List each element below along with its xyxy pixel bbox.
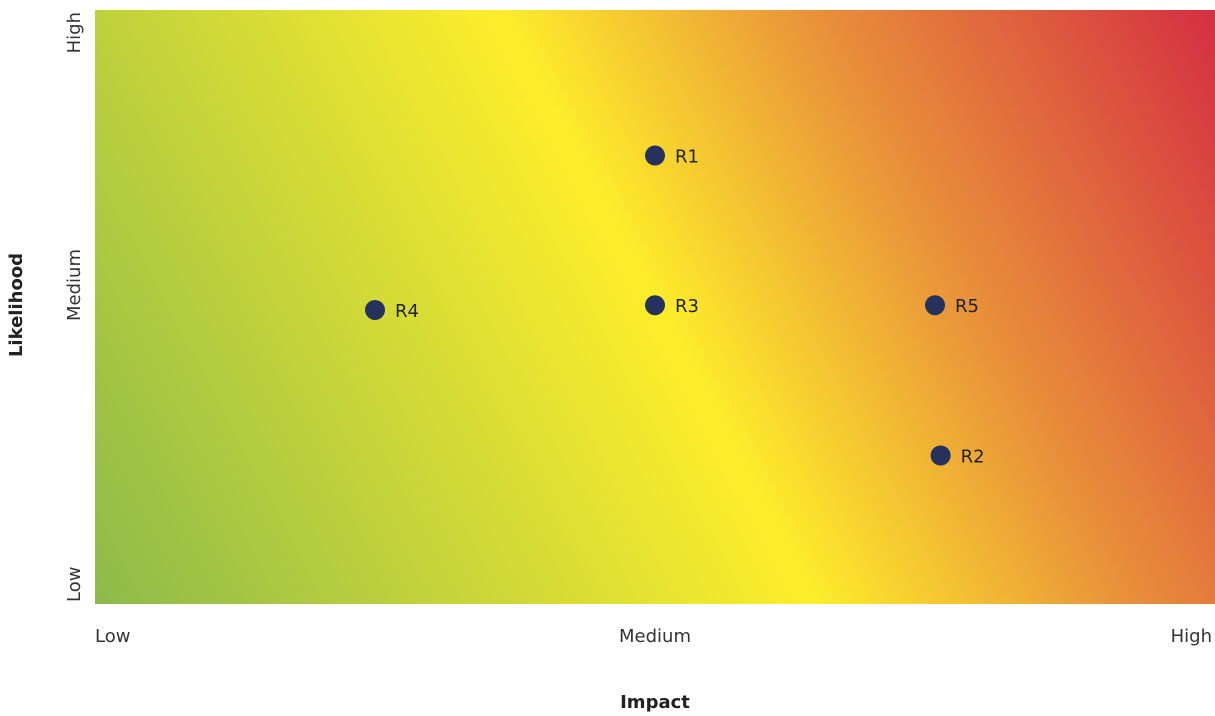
point-label-r1: R1 [675, 147, 699, 168]
y-tick-medium: Medium [64, 249, 85, 321]
x-tick-high: High [1171, 626, 1212, 647]
point-r4 [365, 299, 385, 320]
x-axis-title: Impact [620, 692, 690, 713]
y-tick-low: Low [64, 567, 85, 602]
point-r3 [645, 295, 665, 316]
point-label-r4: R4 [395, 301, 419, 322]
point-label-r2: R2 [961, 447, 985, 468]
x-tick-medium: Medium [619, 626, 691, 647]
points-layer: R1 R2 R3 R4 R5 [365, 145, 985, 468]
x-tick-low: Low [95, 626, 130, 647]
point-r1 [645, 145, 665, 166]
point-r5 [925, 295, 945, 316]
y-tick-high: High [64, 12, 85, 53]
y-axis-title: Likelihood [6, 253, 27, 357]
point-label-r3: R3 [675, 296, 699, 317]
point-r2 [930, 445, 951, 466]
point-label-r5: R5 [955, 296, 979, 317]
